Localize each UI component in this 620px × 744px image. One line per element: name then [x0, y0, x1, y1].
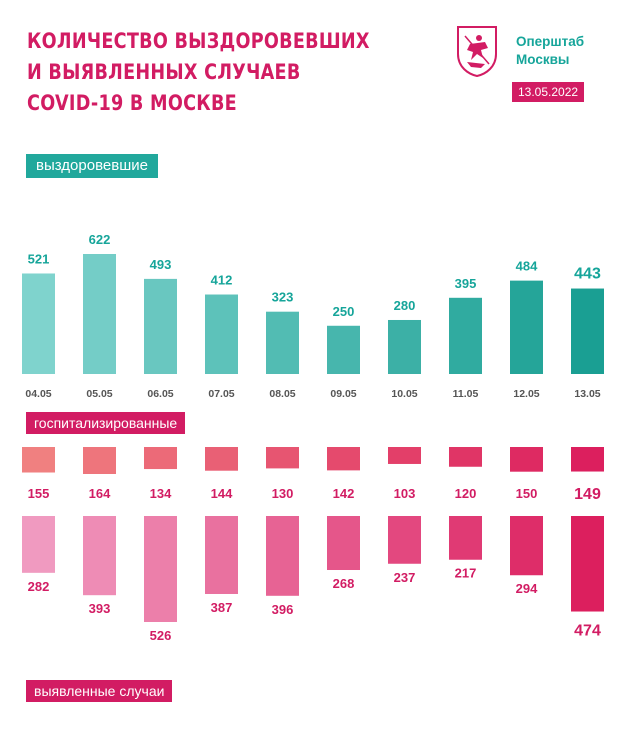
cases-bar [22, 516, 55, 573]
recovered-bar [83, 254, 116, 374]
hospitalized-label: госпитализированные [26, 412, 186, 434]
recovered-value-label: 250 [333, 304, 355, 319]
recovered-bar [571, 288, 604, 374]
x-tick-label: 06.05 [147, 388, 173, 400]
cases-value-label: 393 [89, 601, 111, 616]
x-tick-label: 11.05 [453, 388, 479, 400]
x-tick-label: 04.05 [25, 388, 51, 400]
cases-value-label: 282 [28, 579, 50, 594]
cases-bar [388, 516, 421, 564]
x-tick-label: 09.05 [330, 388, 356, 400]
hospitalized-value-label: 130 [272, 486, 294, 501]
recovered-bar [22, 273, 55, 374]
x-tick-label: 05.05 [86, 388, 112, 400]
recovered-bar [144, 278, 177, 374]
cases-bar [144, 516, 177, 622]
hospitalized-bar [83, 447, 116, 474]
recovered-value-label: 443 [574, 266, 601, 283]
hospitalized-bar [327, 447, 360, 471]
title-line-2: И ВЫЯВЛЕННЫХ СЛУЧАЕВ [27, 60, 301, 84]
recovered-value-label: 484 [516, 259, 538, 274]
recovered-bar [510, 280, 543, 374]
hospitalized-value-label: 142 [333, 486, 355, 501]
recovered-value-label: 521 [28, 251, 50, 266]
hospitalized-value-label: 103 [394, 486, 416, 501]
hospitalized-bar [205, 447, 238, 471]
hospitalized-bar [144, 447, 177, 470]
recovered-value-label: 412 [211, 273, 233, 288]
cases-value-label: 526 [150, 628, 172, 643]
hospitalized-bar [22, 447, 55, 473]
cases-bar [510, 516, 543, 576]
cases-value-label: 217 [455, 566, 477, 581]
hospitalized-value-label: 164 [89, 486, 111, 501]
hospitalized-bar [510, 447, 543, 472]
cases-bar [83, 516, 116, 596]
hospitalized-bar [449, 447, 482, 467]
hospitalized-bar [388, 447, 421, 464]
cases-value-label: 268 [333, 576, 355, 591]
hospitalized-value-label: 155 [28, 486, 50, 501]
x-tick-label: 08.05 [269, 388, 295, 400]
cases-value-label: 396 [272, 602, 294, 617]
cases-value-label: 294 [516, 581, 538, 596]
recovered-bar [388, 319, 421, 374]
org-line-2: Москвы [516, 52, 570, 67]
x-tick-label: 10.05 [391, 388, 417, 400]
x-tick-label: 13.05 [574, 388, 600, 400]
recovered-bar [205, 294, 238, 374]
x-tick-label: 12.05 [513, 388, 539, 400]
recovered-value-label: 323 [272, 290, 294, 305]
title-line-3: COVID-19 В МОСКВЕ [27, 91, 237, 115]
recovered-value-label: 280 [394, 298, 416, 313]
cases-bar [266, 516, 299, 596]
hospitalized-value-label: 150 [516, 486, 538, 501]
x-tick-label: 07.05 [208, 388, 234, 400]
org-line-1: Оперштаб [516, 34, 585, 49]
recovered-bar [449, 297, 482, 374]
org-name: Оперштаб Москвы [516, 33, 584, 69]
cases-value-label: 237 [394, 570, 416, 585]
cases-bar [449, 516, 482, 560]
hospitalized-value-label: 120 [455, 486, 477, 501]
recovered-value-label: 493 [150, 257, 172, 272]
date-badge: 13.05.2022 [512, 82, 585, 102]
recovered-value-label: 395 [455, 276, 477, 291]
hospitalized-bar [571, 447, 604, 472]
cases-bar [205, 516, 238, 594]
cases-label: выявленные случаи [26, 680, 173, 702]
recovered-value-label: 622 [89, 232, 111, 247]
cases-bar [571, 516, 604, 612]
cases-value-label: 387 [211, 600, 233, 615]
recovered-bar [327, 325, 360, 374]
moscow-coat-of-arms-icon [455, 24, 499, 78]
hospitalized-value-label: 149 [574, 486, 601, 503]
hospitalized-value-label: 134 [150, 486, 172, 501]
hospitalized-bar [266, 447, 299, 469]
cases-bar [327, 516, 360, 571]
recovered-label: выздоровевшие [26, 154, 158, 178]
hospitalized-value-label: 144 [211, 486, 233, 501]
recovered-bar [266, 311, 299, 374]
cases-value-label: 474 [574, 623, 601, 640]
